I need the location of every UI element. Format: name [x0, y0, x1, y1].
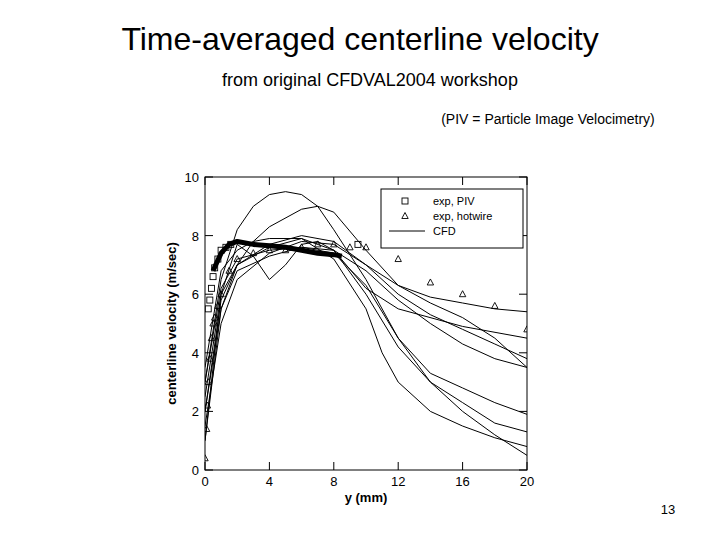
- x-tick-label: 4: [266, 474, 273, 489]
- legend-box: [381, 189, 523, 248]
- y-tick: [205, 177, 213, 178]
- data-point: [207, 297, 213, 303]
- data-line: [205, 239, 527, 432]
- x-tick-label: 8: [330, 474, 337, 489]
- title: Time-averaged centerline velocity: [121, 21, 598, 57]
- note: (PIV = Particle Image Velocimetry): [441, 111, 655, 127]
- x-tick: [333, 462, 334, 470]
- data-point: [492, 302, 498, 308]
- x-tick: [205, 462, 206, 470]
- data-line: [205, 239, 527, 447]
- y-tick-label: 6: [192, 287, 199, 302]
- legend-symbol: [389, 231, 425, 232]
- legend-symbol: [402, 213, 408, 219]
- page-number: 13: [661, 502, 675, 517]
- x-tick-label: 12: [391, 474, 405, 489]
- y-tick-label: 2: [192, 404, 199, 419]
- data-line: [205, 241, 527, 426]
- x-tick: [462, 462, 463, 470]
- y-tick-label: 0: [192, 463, 199, 478]
- y-tick: [519, 352, 527, 353]
- legend: exp, PIV exp, hotwire CFD: [381, 189, 523, 248]
- data-point: [208, 285, 214, 291]
- legend-label: exp, PIV: [433, 195, 475, 207]
- y-tick-label: 4: [192, 346, 199, 361]
- data-point: [347, 244, 353, 250]
- data-point: [355, 241, 361, 247]
- slide: Time-averaged centerline velocity from or…: [0, 0, 720, 540]
- y-tick: [519, 294, 527, 295]
- x-axis-label: y (mm): [345, 490, 388, 505]
- data-point: [363, 244, 369, 250]
- legend-symbol: [402, 198, 408, 204]
- plot-frame: [205, 177, 527, 470]
- x-tick: [527, 177, 528, 185]
- x-tick: [398, 177, 399, 185]
- data-line: [205, 241, 527, 440]
- x-tick: [205, 177, 206, 185]
- data-point: [524, 326, 527, 332]
- x-tick: [398, 462, 399, 470]
- data-point: [459, 291, 465, 297]
- y-tick: [205, 294, 213, 295]
- x-tick-label: 20: [520, 474, 534, 489]
- y-tick: [205, 235, 213, 236]
- subtitle: from original CFDVAL2004 workshop: [222, 70, 518, 90]
- y-tick: [205, 470, 213, 471]
- y-tick: [519, 177, 527, 178]
- y-tick: [519, 470, 527, 471]
- x-tick: [269, 177, 270, 185]
- x-tick: [527, 462, 528, 470]
- data-point: [427, 279, 433, 285]
- y-axis-label: centerline velocity (m/sec): [164, 242, 179, 405]
- data-point: [205, 455, 208, 461]
- data-line: [205, 247, 527, 382]
- x-tick-label: 0: [201, 474, 208, 489]
- data-line: [205, 236, 527, 397]
- data-line: [213, 241, 342, 270]
- slide-svg: Time-averaged centerline velocity from or…: [0, 0, 720, 540]
- legend-label: exp, hotwire: [433, 210, 492, 222]
- data-point: [205, 306, 211, 312]
- data-point: [210, 274, 216, 280]
- x-tick-label: 16: [455, 474, 469, 489]
- y-tick-label: 8: [192, 229, 199, 244]
- legend-label: CFD: [433, 225, 456, 237]
- y-tick-label: 10: [185, 170, 199, 185]
- x-tick: [462, 177, 463, 185]
- x-tick: [269, 462, 270, 470]
- data-point: [395, 256, 401, 262]
- data-line: [205, 247, 527, 440]
- x-tick: [333, 177, 334, 185]
